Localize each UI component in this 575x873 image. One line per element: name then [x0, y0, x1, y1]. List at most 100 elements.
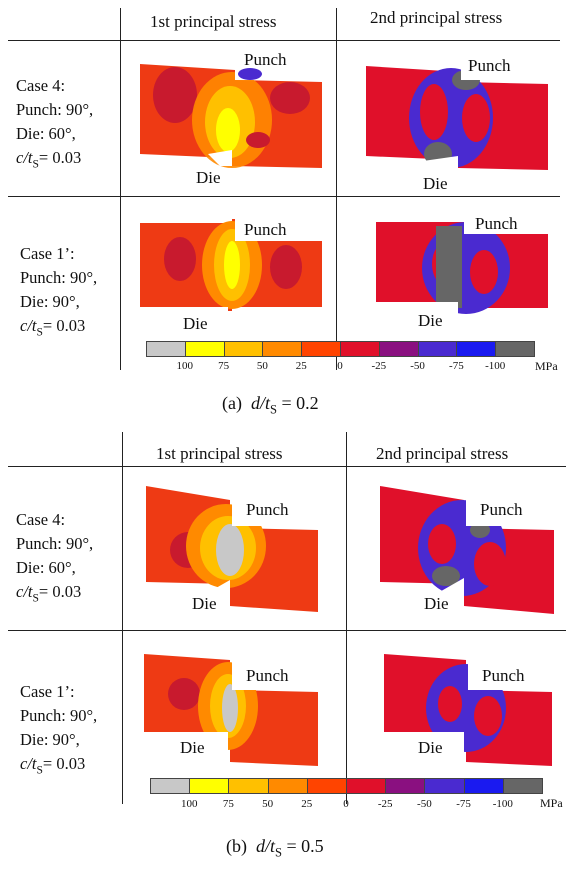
colorbar-swatch: [346, 778, 387, 794]
colorbar-swatch: [301, 341, 341, 357]
grid-line: [336, 8, 337, 370]
punch-angle: Punch: 90°,: [20, 268, 98, 287]
colorbar-tick-label: 25: [301, 798, 313, 810]
punch-label: Punch: [480, 500, 523, 519]
case1-label: Case 1’: Punch: 90°, Die: 90°, c/tS= 0.0…: [20, 680, 97, 782]
punch-angle: Punch: 90°,: [16, 534, 94, 553]
grid-line: [122, 432, 123, 804]
colorbar-unit: MPa: [535, 359, 558, 373]
colorbar-tick-label: -50: [410, 360, 425, 372]
colorbar-swatch: [150, 778, 191, 794]
colorbar-swatch: [495, 341, 535, 357]
colorbar-tick-label: -100: [485, 360, 506, 372]
colorbar-tick-label: 50: [256, 360, 268, 372]
clearance-ratio: c/tS= 0.03: [16, 148, 82, 171]
stress-contour-b-case1-second: [384, 654, 556, 772]
stress-contour-b-case4-first: [146, 486, 320, 620]
die-label: Die: [424, 594, 449, 613]
grid-line: [8, 196, 560, 197]
colorbar-swatch: [267, 778, 308, 794]
grid-line: [8, 40, 560, 41]
die-angle: Die: 90°,: [20, 730, 80, 749]
colorbar-swatch: [456, 341, 497, 357]
colorbar-tick-label: 50: [262, 798, 274, 810]
grid-line: [8, 630, 566, 631]
stress-contour-b-case4-second: [380, 486, 558, 618]
colorbar-swatch: [184, 341, 225, 357]
colorbar-swatch: [417, 341, 458, 357]
colorbar-swatch: [424, 778, 465, 794]
colorbar-ticks-b: 100 75 50 25 0 -25 -50 -75 -100: [150, 798, 570, 812]
colorbar-swatch: [146, 341, 186, 357]
die-label: Die: [196, 168, 221, 187]
stress-contour-a-case1-second: [376, 216, 552, 328]
colorbar-tick-label: 100: [176, 360, 194, 372]
colorbar-tick-label: -100: [492, 798, 513, 810]
punch-angle: Punch: 90°,: [20, 706, 98, 725]
colorbar-swatch: [306, 778, 347, 794]
punch-label: Punch: [244, 220, 287, 239]
die-angle: Die: 60°,: [16, 124, 76, 143]
case4-label: Case 4: Punch: 90°, Die: 60°, c/tS= 0.03: [16, 74, 93, 176]
punch-angle: Punch: 90°,: [16, 100, 94, 119]
stress-contour-a-case1-first: [140, 215, 325, 327]
colorbar-tick-label: -25: [377, 798, 393, 810]
punch-label: Punch: [482, 666, 525, 685]
die-label: Die: [418, 311, 443, 330]
grid-line: [346, 432, 347, 804]
colorbar-swatch: [463, 778, 504, 794]
punch-label: Punch: [475, 214, 518, 233]
grid-line: [120, 8, 121, 370]
header-first-principal: 1st principal stress: [156, 444, 283, 463]
header-second-principal: 2nd principal stress: [376, 444, 509, 463]
punch-label: Punch: [246, 500, 289, 519]
colorbar-tick-label: 75: [222, 798, 234, 810]
colorbar-tick-label: 100: [180, 798, 198, 810]
stress-contour-a-case4-second: [366, 64, 548, 172]
colorbar-tick-label: 75: [218, 360, 230, 372]
colorbar-swatch: [228, 778, 269, 794]
die-label: Die: [183, 314, 208, 333]
case-title: Case 1’:: [20, 682, 75, 701]
clearance-ratio: c/tS= 0.03: [20, 316, 86, 339]
case-title: Case 4:: [16, 510, 66, 529]
colorbar-tick-label: 25: [295, 360, 307, 372]
die-label: Die: [180, 738, 205, 757]
punch-label: Punch: [468, 56, 511, 75]
case-title: Case 4:: [16, 76, 66, 95]
colorbar-swatch: [385, 778, 426, 794]
grid-line: [8, 466, 566, 467]
colorbar-a: [146, 341, 535, 357]
case-title: Case 1’:: [20, 244, 75, 263]
caption-a: (a) d/tS = 0.2: [222, 393, 319, 417]
colorbar-tick-label: -75: [449, 360, 464, 372]
caption-b: (b) d/tS = 0.5: [226, 836, 324, 860]
colorbar-swatch: [502, 778, 543, 794]
clearance-ratio: c/tS= 0.03: [16, 582, 82, 605]
case1-label: Case 1’: Punch: 90°, Die: 90°, c/tS= 0.0…: [20, 242, 97, 344]
colorbar-swatch: [223, 341, 264, 357]
colorbar-swatch: [378, 341, 419, 357]
colorbar-b: [150, 778, 543, 794]
die-label: Die: [423, 174, 448, 193]
die-angle: Die: 90°,: [20, 292, 80, 311]
colorbar-unit: MPa: [540, 796, 563, 810]
colorbar-swatch: [340, 341, 380, 357]
clearance-ratio: c/tS= 0.03: [20, 754, 86, 777]
colorbar-tick-label: -25: [371, 360, 387, 372]
case4-label: Case 4: Punch: 90°, Die: 60°, c/tS= 0.03: [16, 508, 93, 610]
punch-label: Punch: [246, 666, 289, 685]
header-second-principal: 2nd principal stress: [370, 8, 503, 27]
colorbar-tick-label: -50: [417, 798, 432, 810]
stress-contour-b-case1-first: [144, 654, 322, 772]
stress-contour-a-case4-first: [140, 64, 322, 168]
colorbar-swatch: [189, 778, 230, 794]
punch-label: Punch: [244, 50, 287, 69]
die-label: Die: [418, 738, 443, 757]
colorbar-tick-label: 0: [337, 360, 343, 372]
header-first-principal: 1st principal stress: [150, 12, 277, 31]
colorbar-swatch: [262, 341, 303, 357]
colorbar-tick-label: -75: [456, 798, 471, 810]
colorbar-ticks-a: 100 75 50 25 0 -25 -50 -75 -100: [146, 360, 566, 374]
die-angle: Die: 60°,: [16, 558, 76, 577]
